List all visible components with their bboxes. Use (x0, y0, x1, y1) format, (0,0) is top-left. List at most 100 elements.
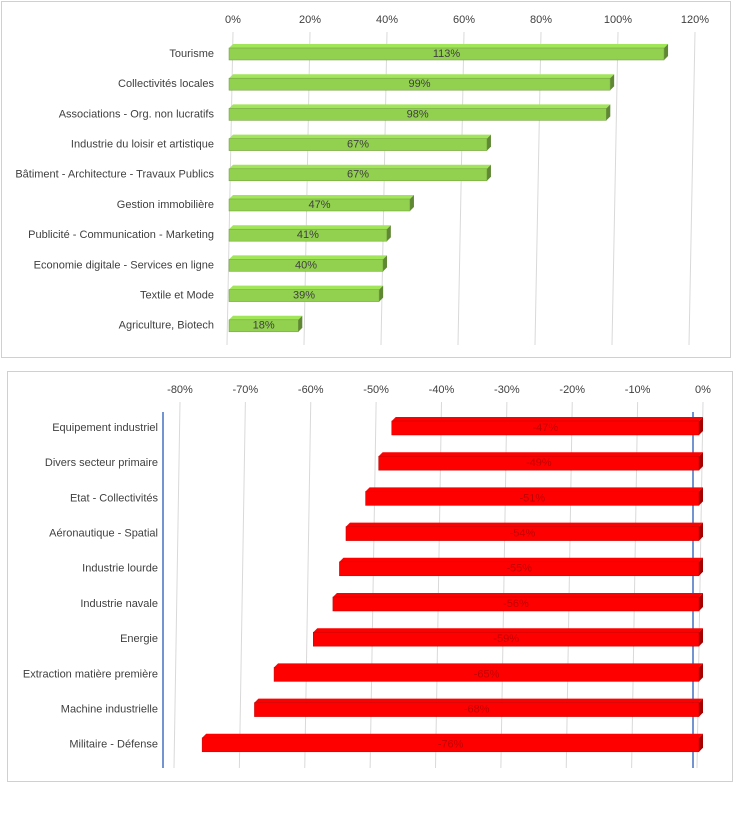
bar-side (486, 134, 491, 151)
x-tick-label: -50% (363, 384, 389, 396)
bar-top (229, 134, 491, 139)
data-label: -76% (438, 739, 464, 751)
data-label: 40% (295, 259, 317, 271)
data-label: 67% (347, 169, 369, 181)
bar (228, 198, 411, 212)
bar-top (229, 44, 669, 48)
bar (228, 138, 488, 151)
bar-side (610, 74, 615, 91)
bar-side (699, 417, 703, 435)
data-label: -68% (464, 704, 490, 716)
data-label: 67% (347, 139, 369, 151)
y-tick-label: Agriculture, Biotech (119, 320, 214, 332)
x-tick-label: 80% (530, 14, 552, 26)
y-tick-label: Associations - Org. non lucratifs (59, 108, 215, 120)
bar-top (254, 698, 703, 703)
y-tick-label: Tourisme (169, 48, 214, 60)
x-tick-label: -80% (167, 384, 193, 396)
y-tick-label: Textile et Mode (140, 290, 214, 302)
x-tick-label: 40% (376, 14, 398, 26)
bar-top (229, 74, 615, 79)
x-tick-label: -40% (429, 384, 455, 396)
data-label: -59% (493, 633, 519, 645)
bar (228, 259, 384, 272)
data-label: -56% (503, 598, 529, 610)
bar (365, 491, 700, 506)
bar (378, 455, 700, 471)
bar-side (699, 733, 703, 752)
data-label: -55% (506, 563, 532, 575)
data-label: 18% (253, 320, 275, 332)
y-tick-label: Etat - Collectivités (70, 492, 159, 504)
y-tick-label: Machine industrielle (61, 704, 158, 716)
x-tick-label: -10% (625, 384, 651, 396)
bar (228, 77, 611, 91)
y-tick-label: Collectivités locales (118, 78, 214, 90)
data-label: -51% (519, 492, 545, 504)
bar (254, 702, 700, 717)
data-label: 47% (308, 199, 330, 211)
grid-line (611, 31, 619, 346)
bar-top (274, 663, 703, 668)
y-tick-label: Industrie navale (80, 598, 158, 610)
bar-top (229, 225, 391, 230)
bar-side (699, 557, 703, 576)
bar (313, 631, 700, 647)
bar-side (379, 285, 384, 302)
y-tick-label: Aéronautique - Spatial (49, 528, 158, 540)
bar-top (229, 255, 387, 260)
y-tick-label: Economie digitale - Services en ligne (34, 259, 214, 271)
y-tick-label: Industrie du loisir et artistique (71, 139, 214, 151)
bar-side (409, 195, 414, 211)
x-tick-label: 0% (225, 14, 241, 26)
bar-side (383, 255, 387, 272)
bar-top (345, 522, 703, 527)
bar (332, 596, 700, 612)
bar (345, 526, 700, 541)
bar (228, 289, 380, 302)
y-tick-label: Equipement industriel (52, 422, 158, 434)
bar-top (365, 487, 703, 492)
bar-top (378, 452, 703, 457)
x-tick-label: -30% (494, 384, 520, 396)
bar (228, 108, 607, 121)
x-tick-label: 60% (453, 14, 475, 26)
bar-side (606, 104, 611, 121)
bar-top (229, 285, 384, 290)
bar-side (699, 698, 703, 717)
y-tick-label: Bâtiment - Architecture - Travaux Public… (15, 169, 214, 181)
x-tick-label: 120% (681, 14, 709, 26)
bar-top (202, 733, 703, 738)
bar-side (699, 593, 703, 611)
bar (228, 47, 665, 61)
bar-side (699, 487, 703, 506)
data-label: -47% (533, 422, 559, 434)
bar-side (699, 452, 703, 471)
bar-top (229, 164, 491, 169)
y-tick-label: Extraction matière première (23, 668, 158, 680)
bar-top (332, 593, 703, 597)
y-tick-label: Publicité - Communication - Marketing (28, 229, 214, 241)
data-label: 41% (297, 229, 319, 241)
x-tick-label: 100% (604, 14, 632, 26)
bar-side (298, 315, 303, 332)
bar-top (339, 557, 703, 562)
bar-top (229, 104, 611, 109)
bar-top (313, 628, 703, 633)
bar-side (699, 663, 703, 682)
bar-top (391, 417, 703, 421)
bar-top (229, 195, 414, 199)
bar (228, 228, 388, 242)
data-label: 98% (407, 108, 429, 120)
y-tick-label: Gestion immobilière (117, 199, 214, 211)
bar (228, 319, 299, 333)
bar (228, 168, 488, 182)
bar-side (699, 628, 703, 647)
y-tick-label: Militaire - Défense (69, 739, 158, 751)
bar (391, 420, 700, 436)
x-tick-label: -20% (559, 384, 585, 396)
grid-line (173, 401, 181, 769)
data-label: 39% (293, 290, 315, 302)
